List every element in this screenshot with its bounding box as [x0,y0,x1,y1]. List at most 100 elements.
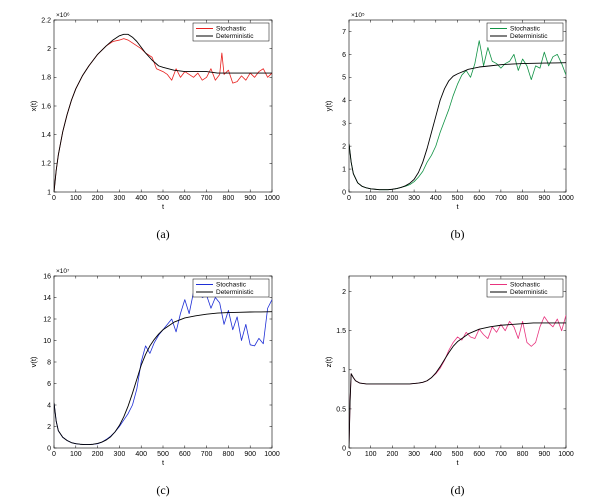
x-tick-label: 900 [538,451,550,458]
legend-entry: Deterministic [510,289,548,296]
x-tick-label: 800 [223,451,235,458]
y-axis-label: z(t) [324,356,333,367]
legend-entry: Stochastic [216,282,247,289]
y-tick-label: 7 [342,29,346,36]
x-tick-label: 100 [70,451,82,458]
panel-caption: (a) [156,227,169,241]
y-exponent-label: ×10⁵ [351,12,365,19]
y-tick-label: 1 [342,166,346,173]
x-tick-label: 1000 [558,195,574,202]
y-tick-label: 1.4 [41,132,51,139]
x-tick-label: 500 [452,451,464,458]
y-tick-label: 1 [342,367,346,374]
legend-entry: Deterministic [216,289,254,296]
y-tick-label: 1.2 [41,161,51,168]
series-line-stochastic [54,282,272,445]
y-tick-label: 1.6 [41,103,51,110]
x-tick-label: 800 [517,451,529,458]
x-tick-label: 1000 [264,195,280,202]
y-tick-label: 0 [342,445,346,452]
x-tick-label: 400 [135,451,147,458]
y-exponent-label: ×10⁶ [56,12,70,19]
y-tick-label: 2.2 [41,17,51,24]
x-tick-label: 0 [347,195,351,202]
series-line-deterministic [54,33,272,192]
legend-entry: Stochastic [510,282,541,289]
y-tick-label: 2 [47,46,51,53]
x-tick-label: 0 [52,195,56,202]
plot-frame [348,275,567,449]
series-line-deterministic [349,62,566,191]
x-tick-label: 200 [387,451,399,458]
y-tick-label: 4 [342,98,346,105]
x-tick-label: 800 [223,195,235,202]
x-axis-label: t [162,458,165,467]
y-tick-label: 8 [47,359,51,366]
x-tick-label: 600 [473,195,485,202]
x-tick-label: 1000 [264,451,280,458]
y-tick-label: 2 [342,144,346,151]
plot-frame [53,275,273,449]
legend-entry: Deterministic [510,33,548,40]
x-tick-label: 900 [244,451,256,458]
x-tick-label: 1000 [558,451,574,458]
y-tick-label: 14 [43,295,51,302]
panel-d: 0 100 200 300 400 500 600 700 800 900 1000 0 0.5 1 1.5… [324,275,574,497]
plot-frame [348,19,567,193]
x-tick-label: 800 [517,195,529,202]
y-tick-label: 10 [43,338,51,345]
panel-c: 0 100 200 300 400 500 600 700 800 900 1000 0 2 4 6 8 10 1… [29,268,280,497]
x-tick-label: 300 [114,451,126,458]
x-tick-label: 600 [179,195,191,202]
plot-frame [53,19,273,193]
x-tick-label: 500 [452,195,464,202]
x-tick-label: 700 [201,451,213,458]
y-axis-label: x(t) [29,100,38,111]
y-tick-label: 0 [47,445,51,452]
x-tick-label: 600 [473,451,485,458]
y-axis-label: y(t) [324,100,333,111]
series-line-deterministic [349,322,566,448]
x-axis-label: t [456,458,459,467]
panel-caption: (d) [451,483,465,497]
legend-entry: Stochastic [216,26,247,33]
y-tick-label: 6 [47,381,51,388]
y-tick-label: 1.8 [41,75,51,82]
legend-entry: Stochastic [510,26,541,33]
x-axis-label: t [456,202,459,211]
x-tick-label: 400 [430,451,442,458]
x-tick-label: 100 [365,451,377,458]
y-tick-label: 0 [342,189,346,196]
x-axis-label: t [162,202,165,211]
x-tick-label: 500 [157,451,169,458]
x-tick-label: 0 [347,451,351,458]
x-tick-label: 700 [201,195,213,202]
y-tick-label: 5 [342,75,346,82]
legend-entry: Deterministic [216,33,254,40]
y-tick-label: 16 [43,273,51,280]
x-tick-label: 300 [408,195,420,202]
panel-a: 0 100 200 300 400 500 600 700 800 900 1000 1 1.2 1.4 1… [29,12,280,241]
x-tick-label: 700 [495,451,507,458]
y-tick-label: 2 [47,424,51,431]
series-line-stochastic [349,314,566,448]
y-tick-label: 1 [47,189,51,196]
x-tick-label: 400 [135,195,147,202]
y-exponent-label: ×10⁷ [56,268,70,275]
x-tick-label: 700 [495,195,507,202]
series-line-deterministic [54,311,272,446]
panel-b: 0 100 200 300 400 500 600 700 800 900 1000 0 1 2 3 4 5 6 7… [324,12,574,241]
x-tick-label: 900 [244,195,256,202]
x-tick-label: 600 [179,451,191,458]
y-tick-label: 3 [342,121,346,128]
y-tick-label: 2 [342,289,346,296]
x-tick-label: 200 [92,451,104,458]
y-axis-label: v(t) [29,356,38,367]
x-tick-label: 100 [70,195,82,202]
panel-caption: (c) [156,483,169,497]
y-tick-label: 1.5 [336,328,346,335]
